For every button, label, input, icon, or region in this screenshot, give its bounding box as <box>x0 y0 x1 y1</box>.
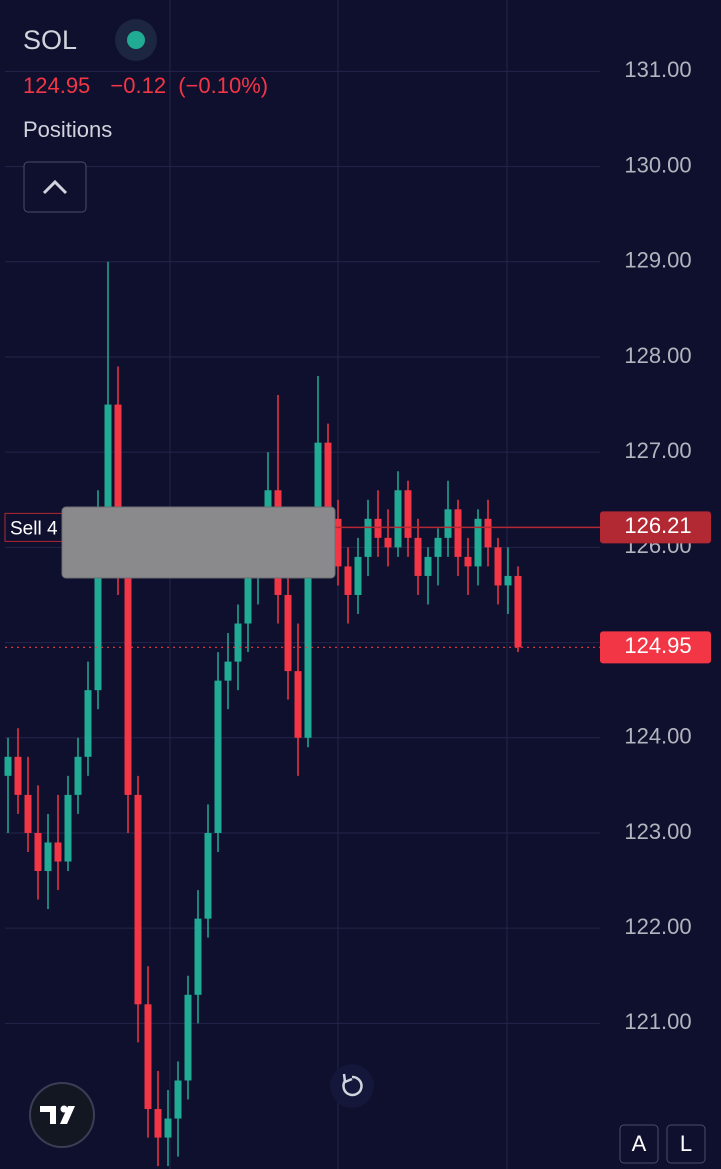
reset-button[interactable] <box>330 1064 374 1108</box>
last-price-tag <box>600 631 711 664</box>
logo-dot <box>60 1105 68 1113</box>
change-pct: (−0.10%) <box>178 73 268 98</box>
order-price-tag <box>600 511 711 544</box>
candle-body <box>294 671 302 738</box>
candle-body <box>414 537 422 576</box>
candle-body <box>354 556 362 595</box>
candle-body <box>404 490 412 538</box>
candles <box>4 261 522 1167</box>
candle-body <box>194 918 202 995</box>
candle-body <box>484 518 492 548</box>
candle-body <box>454 509 462 557</box>
y-tick-label: 130.00 <box>624 152 691 177</box>
candle-body <box>34 832 42 872</box>
candle-body <box>14 756 22 795</box>
candle-body <box>164 1118 172 1138</box>
candle-body <box>394 490 402 548</box>
reset-icon <box>342 1075 363 1097</box>
candle-body <box>494 547 502 586</box>
candle-body <box>464 556 472 567</box>
price-line: 124.95 −0.12 (−0.10%) <box>23 73 268 98</box>
candle-body <box>104 404 112 529</box>
candle-body <box>74 756 82 795</box>
candle-body <box>374 518 382 538</box>
symbol: SOL <box>23 25 77 55</box>
candle-body <box>44 842 52 872</box>
candle-body <box>114 404 122 548</box>
candle-body <box>94 528 102 691</box>
candle-body <box>424 556 432 576</box>
candle-body <box>204 832 212 919</box>
candle-body <box>24 794 32 833</box>
candle-body <box>244 566 252 624</box>
candle-body <box>4 756 12 776</box>
change: −0.12 <box>110 73 166 98</box>
candle-body <box>124 547 132 795</box>
order-label-box <box>4 512 66 542</box>
status-dot <box>127 31 145 49</box>
candle-body <box>364 518 372 557</box>
candle-body <box>434 537 442 557</box>
y-tick-label: 123.00 <box>624 819 691 844</box>
y-tick-label: 131.00 <box>624 57 691 82</box>
y-tick-label: 127.00 <box>624 438 691 463</box>
candle-body <box>154 1109 162 1138</box>
candle-body <box>284 594 292 672</box>
auto-label: A <box>632 1131 647 1156</box>
candle-body <box>304 528 312 738</box>
positions-label: Positions <box>23 117 112 142</box>
candle-body <box>174 1080 182 1119</box>
candle-body <box>474 518 482 567</box>
order-label: Sell 4 <box>10 518 58 539</box>
candle-body <box>234 623 242 662</box>
logo[interactable] <box>29 1082 95 1148</box>
candle-body <box>384 537 392 548</box>
collapse-button[interactable] <box>23 161 87 213</box>
candle-body <box>344 566 352 595</box>
candle-body <box>64 794 72 862</box>
last-price-label: 124.95 <box>624 633 691 658</box>
price: 124.95 <box>23 73 90 98</box>
candle-body <box>314 442 322 529</box>
candle-body <box>184 994 192 1081</box>
candle-body <box>134 794 142 1005</box>
log-button[interactable] <box>666 1124 706 1164</box>
redaction-box <box>61 506 336 579</box>
candle-body <box>324 442 332 519</box>
candle-body <box>444 509 452 538</box>
candle-body <box>514 575 522 648</box>
candle-body <box>214 680 222 833</box>
y-tick-label: 122.00 <box>624 914 691 939</box>
candle-body <box>84 690 92 757</box>
candle-body <box>504 575 512 586</box>
order-price-label: 126.21 <box>624 513 691 538</box>
candle-body <box>334 518 342 567</box>
auto-button[interactable] <box>619 1124 659 1164</box>
chevron-up <box>42 179 68 195</box>
y-tick-label: 121.00 <box>624 1009 691 1034</box>
y-tick-label: 124.00 <box>624 724 691 749</box>
log-label: L <box>680 1131 692 1156</box>
candle-body <box>54 842 62 862</box>
reset-arrow <box>342 1073 353 1084</box>
candle-body <box>224 661 232 681</box>
y-tick-label: 128.00 <box>624 343 691 368</box>
candle-body <box>144 1004 152 1110</box>
y-tick-label: 129.00 <box>624 248 691 273</box>
